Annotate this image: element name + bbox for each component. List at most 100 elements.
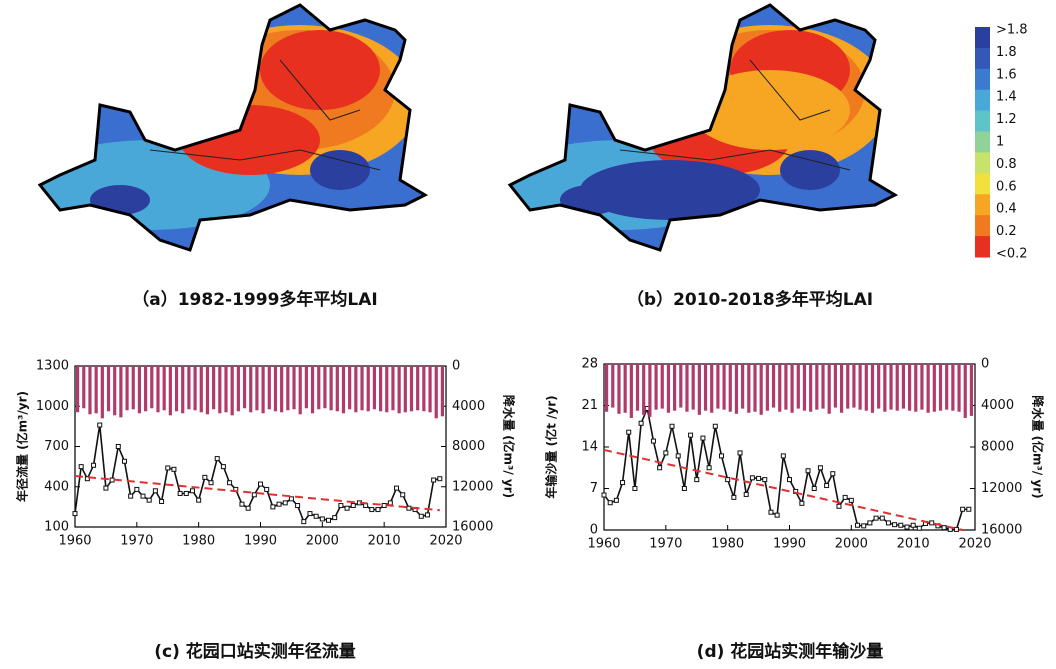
data-point [103, 485, 109, 491]
precip-bar [691, 364, 695, 410]
precip-bar [88, 366, 92, 415]
precip-bar [821, 364, 825, 409]
precip-bar [938, 364, 943, 411]
precip-bar [249, 366, 253, 413]
precip-bar [635, 364, 640, 411]
precip-bar [673, 364, 677, 411]
data-point [731, 494, 737, 500]
y2-tick-label: 16000 [452, 520, 493, 535]
colorbar-swatch [975, 131, 990, 153]
x-tick-label: 1990 [244, 534, 277, 549]
precip-bar [82, 366, 86, 409]
colorbar-label: 0.6 [996, 179, 1017, 194]
x-tick-label: 2000 [835, 537, 868, 552]
data-point [91, 462, 97, 468]
data-point [879, 515, 885, 521]
precip-bar [242, 366, 247, 409]
data-point [97, 422, 103, 428]
data-point [196, 497, 202, 503]
data-point [270, 504, 276, 510]
precip-bar [193, 366, 197, 411]
y-tick-label: 0 [590, 523, 598, 538]
precip-bar [187, 366, 191, 410]
precip-bar [76, 366, 80, 413]
y2-tick-label: 8000 [452, 439, 485, 454]
colorbar-swatch [975, 89, 990, 112]
precip-bar [113, 366, 117, 416]
data-point [855, 522, 861, 528]
precip-bar [304, 366, 308, 409]
data-point [326, 517, 332, 523]
data-point [848, 497, 854, 503]
data-point [381, 503, 387, 509]
data-point [743, 491, 749, 497]
map-caption: （a）1982-1999多年平均LAI [132, 289, 377, 310]
precip-bar [907, 364, 912, 411]
data-point [620, 480, 626, 486]
precip-bar [870, 364, 875, 413]
precip-bar [298, 366, 302, 415]
data-point [712, 423, 718, 429]
y2-tick-label: 8000 [981, 440, 1014, 455]
precip-bar [199, 366, 203, 413]
data-point [817, 465, 823, 471]
colorbar-swatch [975, 236, 990, 258]
precip-bar [261, 366, 265, 414]
y-tick-label: 700 [44, 439, 69, 454]
colorbar: >1.8 1.8 1.6 1.4 1.2 1 0.8 0.6 0.4 0.2 <0.2 [975, 23, 1028, 262]
precip-bar [156, 366, 160, 413]
precip-bar [106, 366, 111, 412]
x-tick-label: 1980 [182, 534, 215, 549]
precip-bar [790, 364, 794, 413]
data-point [607, 500, 613, 506]
data-point [109, 477, 115, 483]
data-point [208, 480, 214, 486]
data-point [245, 505, 251, 511]
data-point [916, 525, 922, 531]
y-tick-label: 1300 [36, 359, 69, 374]
y-tick-label: 100 [44, 520, 69, 535]
data-point [910, 522, 916, 528]
data-point [146, 497, 152, 503]
precip-bar [391, 366, 395, 411]
data-point [638, 420, 644, 426]
data-point [332, 515, 338, 521]
data-point [431, 477, 437, 483]
data-point [400, 492, 406, 498]
x-tick-label: 2000 [306, 534, 339, 549]
precip-bar [660, 364, 664, 409]
data-point [276, 501, 282, 507]
x-tick-label: 2020 [958, 537, 991, 552]
precip-bar [796, 364, 800, 409]
precip-bar [784, 364, 788, 410]
precip-bar [741, 364, 745, 409]
precip-bar [230, 366, 234, 416]
data-point [694, 477, 700, 483]
data-point [406, 505, 412, 511]
precip-bar [963, 364, 967, 418]
precip-bar [889, 364, 893, 410]
precip-bar [697, 364, 701, 415]
data-point [632, 486, 638, 491]
data-point [387, 500, 393, 506]
precip-bar [734, 364, 739, 414]
data-point [338, 503, 344, 509]
precip-bar [94, 366, 98, 414]
y2-tick-label: 4000 [981, 398, 1014, 413]
y-tick-label: 7 [590, 481, 598, 496]
x-tick-label: 2010 [897, 537, 930, 552]
precip-bar [629, 364, 633, 418]
precip-bar [611, 364, 615, 408]
data-point [394, 485, 400, 491]
precip-bar [310, 366, 315, 414]
precip-bar [747, 364, 751, 413]
data-point [749, 475, 755, 481]
data-point [189, 488, 195, 494]
precip-bar [642, 364, 646, 415]
data-point [282, 500, 288, 506]
precip-bar [125, 366, 129, 411]
data-point [350, 503, 356, 509]
precip-bar [951, 364, 955, 411]
data-point [966, 506, 972, 512]
